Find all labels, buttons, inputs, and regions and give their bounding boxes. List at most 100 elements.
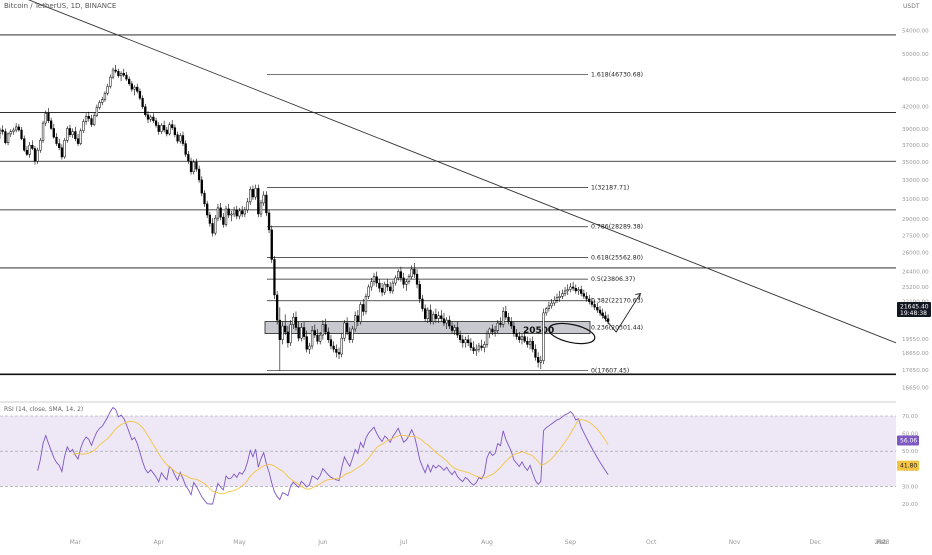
- fib-level-label: 0.786(28289.38): [591, 224, 643, 231]
- candle-body: [571, 286, 575, 289]
- candle-body: [206, 203, 209, 216]
- rsi-axis-tick: 20.00: [902, 502, 918, 508]
- candle: [510, 317, 513, 329]
- candle: [63, 137, 66, 159]
- candle-body: [165, 129, 168, 135]
- candle: [343, 320, 346, 342]
- candle-body: [488, 328, 491, 334]
- candle: [93, 112, 96, 127]
- candle-body: [136, 86, 139, 92]
- candle-body: [316, 334, 319, 342]
- candle-body: [445, 319, 448, 324]
- candle: [362, 298, 365, 316]
- candle-body: [469, 342, 473, 348]
- candle: [219, 202, 222, 221]
- time-axis-tick: May: [233, 539, 246, 546]
- candle-body: [200, 179, 203, 194]
- candle-body: [340, 337, 343, 355]
- candle: [367, 284, 370, 299]
- candle-body: [566, 289, 569, 292]
- candle: [539, 355, 542, 370]
- candle-body: [391, 282, 394, 292]
- candle-body: [491, 328, 494, 333]
- candle-body: [141, 97, 144, 107]
- candle: [66, 126, 69, 143]
- candle: [547, 301, 551, 312]
- candle: [313, 324, 316, 339]
- candle-body: [12, 129, 15, 132]
- candle-body: [55, 136, 58, 144]
- candle: [588, 294, 591, 305]
- candle: [504, 305, 507, 321]
- price-axis-tick: 42000.00: [902, 105, 929, 111]
- candle: [297, 321, 300, 342]
- candle-body: [442, 318, 446, 324]
- candle: [208, 211, 212, 227]
- candle: [593, 300, 596, 311]
- candle: [440, 310, 443, 322]
- candle: [577, 286, 580, 295]
- candle: [286, 326, 290, 348]
- candle: [103, 91, 107, 102]
- candle: [421, 294, 424, 312]
- candle-body: [0, 129, 2, 134]
- candle: [224, 205, 228, 227]
- candle: [119, 71, 123, 82]
- candle: [262, 191, 265, 206]
- candle: [243, 206, 247, 218]
- candle: [141, 95, 144, 109]
- candle: [31, 140, 34, 151]
- candle-body: [493, 330, 497, 333]
- candle-body: [399, 271, 403, 279]
- candle-body: [44, 113, 47, 124]
- candle-body: [181, 135, 185, 144]
- candle-body: [106, 86, 109, 94]
- candle-body: [144, 106, 147, 116]
- price-axis-tick: 17650.00: [902, 368, 929, 374]
- candle-body: [510, 321, 513, 327]
- candle: [173, 124, 177, 138]
- candle-body: [394, 277, 397, 284]
- candle: [378, 279, 381, 293]
- candle-body: [33, 148, 37, 162]
- candle: [356, 310, 360, 327]
- candle: [4, 128, 7, 145]
- candle-body: [421, 298, 424, 309]
- candle: [348, 327, 351, 343]
- candle: [179, 133, 182, 144]
- candle: [399, 266, 403, 282]
- candle: [6, 132, 10, 146]
- candle-body: [173, 127, 177, 135]
- candle: [389, 281, 392, 294]
- candle-body: [321, 324, 325, 336]
- candle: [445, 317, 448, 329]
- candle: [181, 131, 185, 147]
- candle-body: [294, 316, 298, 328]
- candle-body: [284, 325, 287, 333]
- candle: [23, 135, 26, 152]
- candle-body: [130, 83, 133, 90]
- candle: [526, 336, 529, 348]
- candle: [370, 277, 373, 291]
- candle: [472, 341, 475, 355]
- candle-body: [310, 330, 314, 347]
- candle-body: [313, 330, 316, 336]
- candle: [292, 312, 295, 329]
- candle: [413, 263, 416, 278]
- candle: [294, 311, 298, 331]
- candle-body: [109, 76, 112, 87]
- candle: [20, 126, 23, 141]
- candle-body: [480, 345, 483, 348]
- candle-body: [504, 311, 507, 318]
- candle-body: [496, 322, 499, 331]
- price-axis-tick: 35000.00: [902, 160, 929, 166]
- candle: [483, 341, 486, 353]
- candle-body: [103, 93, 107, 100]
- candle: [555, 293, 559, 304]
- fib-level-label: 1(32187.71): [591, 185, 629, 192]
- candle: [364, 293, 368, 315]
- price-axis[interactable]: 54000.00 50000.00 46000.00 42000.00 39000.00…: [897, 28, 931, 392]
